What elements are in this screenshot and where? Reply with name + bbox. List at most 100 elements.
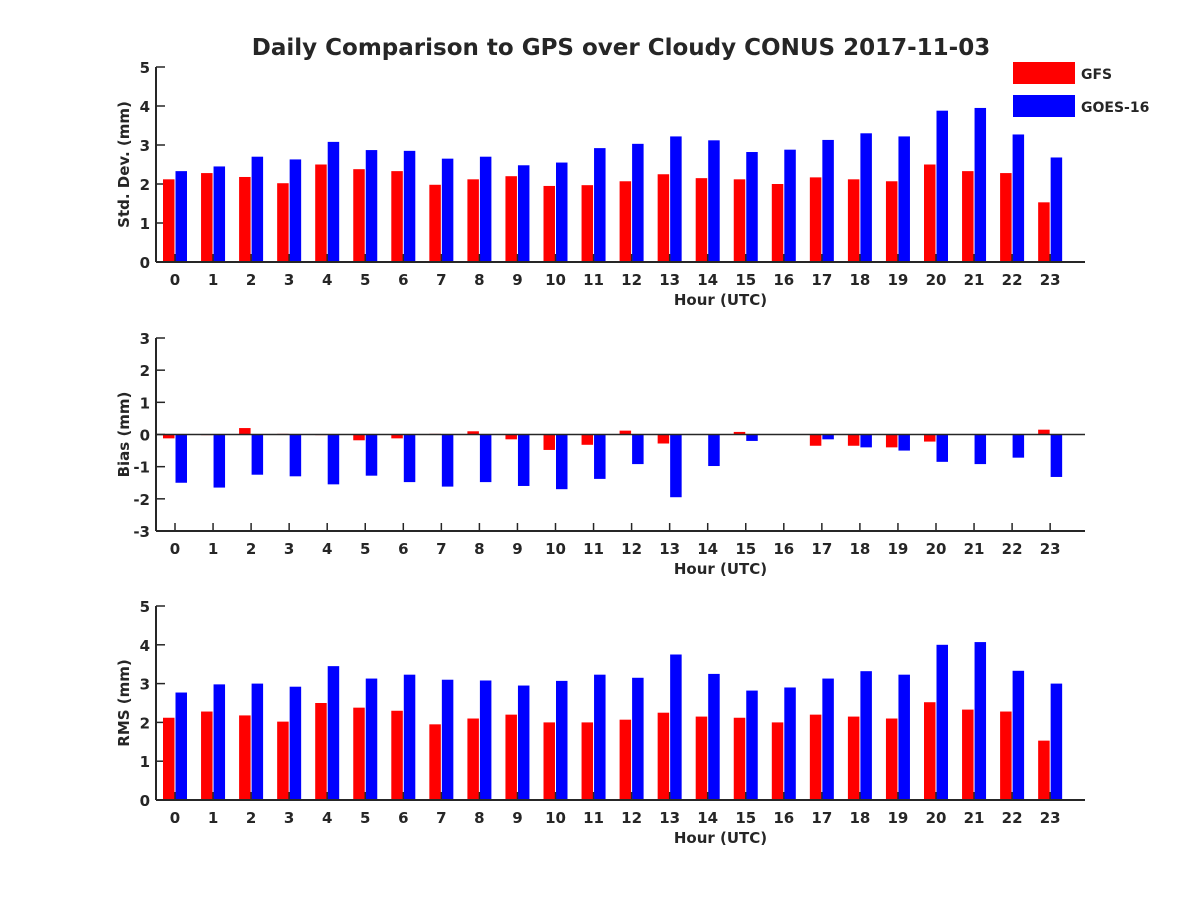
bar-gfs-hour-18 — [847, 716, 860, 800]
legend-label-gfs: GFS — [1081, 67, 1112, 83]
x-tick-label: 5 — [360, 540, 370, 558]
bar-gfs-hour-13 — [657, 712, 670, 800]
x-tick-label: 10 — [545, 271, 566, 289]
bar-goes16-hour-19 — [898, 674, 910, 800]
x-tick-label: 15 — [735, 271, 756, 289]
bar-gfs-hour-21 — [962, 709, 974, 800]
x-tick-label: 13 — [659, 809, 680, 827]
y-tick-label: 4 — [140, 98, 150, 116]
bar-gfs-hour-8 — [467, 179, 479, 262]
x-tick-label: 22 — [1002, 540, 1023, 558]
bar-goes16-hour-1 — [213, 434, 226, 488]
bar-goes16-hour-9 — [517, 434, 530, 486]
bar-goes16-hour-9 — [517, 685, 530, 800]
bar-gfs-hour-6 — [391, 434, 403, 439]
x-tick-label: 17 — [811, 809, 832, 827]
bar-goes16-hour-21 — [974, 434, 987, 465]
y-axis-label: Bias (mm) — [115, 392, 133, 478]
y-tick-label: 2 — [140, 176, 150, 194]
bar-goes16-hour-1 — [213, 684, 226, 800]
x-tick-label: 18 — [849, 540, 870, 558]
bar-gfs-hour-5 — [353, 169, 365, 262]
bar-gfs-hour-17 — [809, 714, 822, 800]
bar-gfs-hour-12 — [619, 430, 632, 435]
bar-goes16-hour-22 — [1012, 670, 1025, 800]
bar-gfs-hour-23 — [1038, 202, 1050, 262]
bar-goes16-hour-20 — [936, 644, 948, 800]
x-tick-label: 21 — [964, 271, 985, 289]
x-tick-label: 4 — [322, 271, 332, 289]
x-tick-label: 3 — [284, 271, 294, 289]
bar-goes16-hour-23 — [1050, 683, 1063, 800]
x-tick-label: 14 — [697, 540, 718, 558]
bar-gfs-hour-23 — [1038, 740, 1050, 800]
bar-goes16-hour-19 — [898, 136, 910, 262]
bar-gfs-hour-2 — [239, 715, 251, 800]
x-tick-label: 14 — [697, 271, 718, 289]
bar-gfs-hour-20 — [924, 434, 936, 442]
bar-goes16-hour-14 — [708, 140, 720, 262]
y-tick-label: 2 — [140, 714, 150, 732]
bar-gfs-hour-20 — [924, 702, 936, 800]
bar-gfs-hour-21 — [962, 171, 974, 262]
legend-swatch-goes16 — [1013, 95, 1075, 117]
x-tick-label: 19 — [888, 271, 909, 289]
x-tick-label: 19 — [888, 809, 909, 827]
bar-goes16-hour-12 — [632, 143, 644, 262]
x-tick-label: 12 — [621, 809, 642, 827]
bar-goes16-hour-10 — [556, 680, 568, 800]
bar-goes16-hour-4 — [327, 666, 340, 800]
bar-gfs-hour-14 — [695, 716, 708, 800]
y-tick-label: -1 — [133, 459, 150, 477]
x-tick-label: 17 — [811, 271, 832, 289]
y-tick-label: 1 — [140, 215, 150, 233]
x-axis-label: Hour (UTC) — [674, 829, 767, 847]
y-tick-label: 0 — [140, 792, 150, 810]
bar-gfs-hour-6 — [391, 710, 403, 800]
y-axis-label: RMS (mm) — [115, 659, 133, 746]
bar-gfs-hour-12 — [619, 719, 632, 800]
bar-goes16-hour-7 — [441, 679, 454, 800]
bar-gfs-hour-9 — [505, 176, 517, 262]
bar-gfs-hour-15 — [733, 179, 746, 262]
bar-goes16-hour-5 — [365, 434, 378, 476]
bar-goes16-hour-5 — [365, 678, 378, 800]
bar-goes16-hour-22 — [1012, 134, 1025, 262]
y-tick-label: 1 — [140, 394, 150, 412]
bar-goes16-hour-18 — [860, 671, 872, 800]
x-tick-label: 16 — [773, 809, 794, 827]
bar-gfs-hour-12 — [619, 181, 632, 262]
x-tick-label: 6 — [398, 540, 408, 558]
bar-goes16-hour-8 — [479, 156, 492, 262]
bar-goes16-hour-10 — [556, 434, 568, 490]
x-tick-label: 20 — [926, 271, 947, 289]
bar-goes16-hour-13 — [670, 434, 682, 498]
x-tick-label: 0 — [170, 809, 180, 827]
bar-gfs-hour-13 — [657, 174, 670, 262]
x-tick-label: 18 — [849, 271, 870, 289]
bar-goes16-hour-22 — [1012, 434, 1025, 458]
y-tick-label: -3 — [133, 523, 150, 541]
x-tick-label: 23 — [1040, 540, 1061, 558]
bar-gfs-hour-0 — [163, 434, 175, 439]
bar-goes16-hour-7 — [441, 434, 454, 487]
x-tick-label: 1 — [208, 271, 218, 289]
x-tick-label: 13 — [659, 540, 680, 558]
x-tick-label: 3 — [284, 809, 294, 827]
bar-gfs-hour-1 — [201, 173, 213, 262]
bar-gfs-hour-1 — [201, 711, 213, 800]
bar-goes16-hour-8 — [479, 680, 492, 800]
bar-gfs-hour-9 — [505, 434, 517, 440]
x-tick-label: 21 — [964, 809, 985, 827]
x-tick-label: 17 — [811, 540, 832, 558]
x-tick-label: 11 — [583, 271, 604, 289]
x-tick-label: 4 — [322, 809, 332, 827]
bar-goes16-hour-0 — [175, 434, 187, 483]
x-tick-label: 11 — [583, 809, 604, 827]
bar-gfs-hour-18 — [847, 434, 860, 446]
bar-goes16-hour-12 — [632, 434, 644, 465]
bar-goes16-hour-15 — [746, 152, 758, 262]
